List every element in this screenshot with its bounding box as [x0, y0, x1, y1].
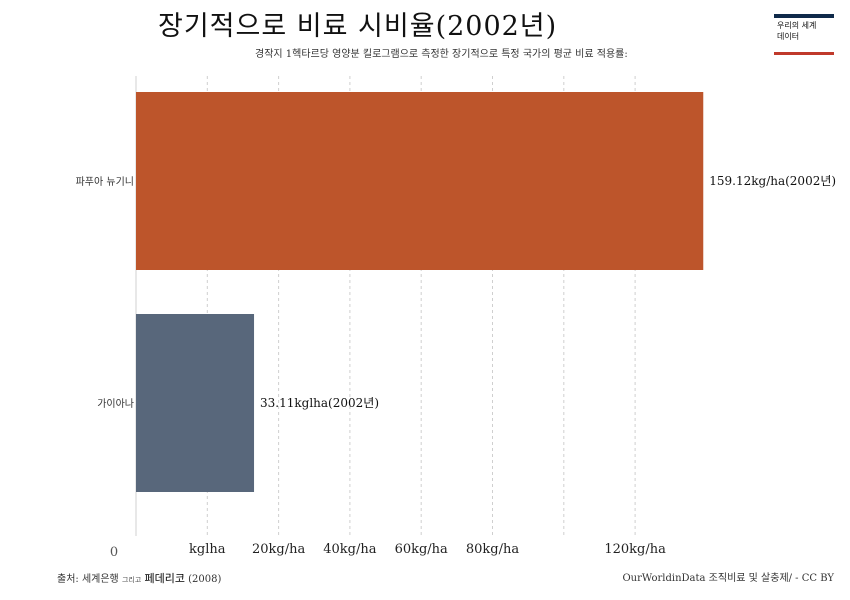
category-label: 가이아나 — [97, 398, 134, 410]
x-tick-label: 80kg/ha — [466, 542, 519, 557]
license-note[interactable]: OurWorldinData 조직비료 및 살충제/ - CC BY — [622, 569, 834, 584]
source-and: 그리고 — [122, 576, 141, 584]
bar — [136, 314, 254, 492]
source-prefix: 출처: 세계은행 — [57, 574, 119, 585]
category-label: 파푸아 뉴기니 — [76, 176, 134, 188]
x-tick-label: 20kg/ha — [252, 542, 305, 557]
x-tick-label: 60kg/ha — [395, 542, 448, 557]
x-tick-label: 120kg/ha — [604, 542, 666, 557]
x-tick-label: 40kg/ha — [323, 542, 376, 557]
source-bold: 페데리코 — [144, 572, 184, 585]
source-suffix: (2008) — [185, 574, 221, 585]
x-tick-label: 0 — [110, 545, 118, 560]
bar — [136, 92, 703, 270]
data-label: 159.12kg/ha(2002년) — [709, 174, 836, 188]
source-note: 출처: 세계은행 그리고 페데리코 (2008) — [57, 570, 221, 586]
data-label: 33.11kglha(2002년) — [260, 396, 379, 410]
x-tick-label: kglha — [189, 542, 226, 557]
